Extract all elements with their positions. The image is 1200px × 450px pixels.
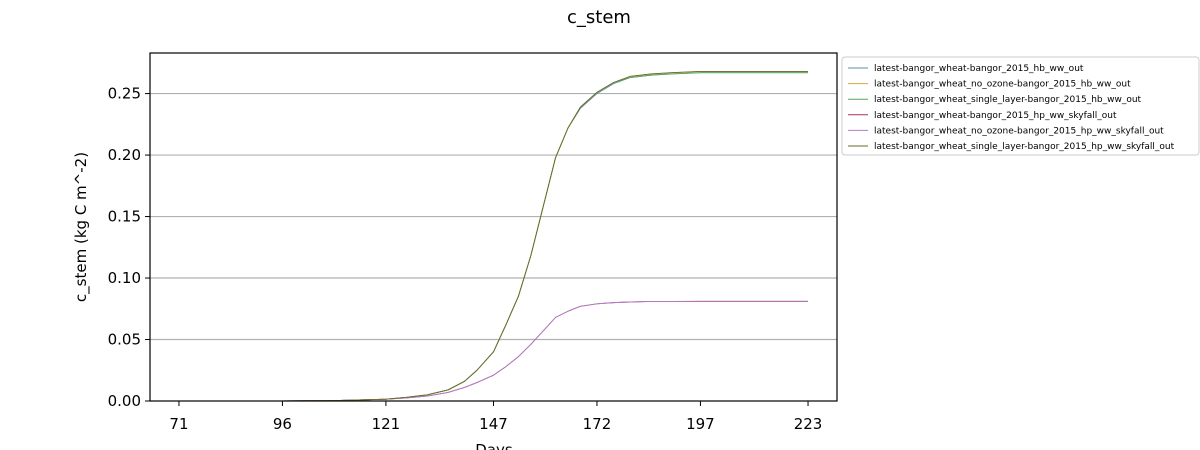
x-axis: 71 96 121 147 172 197 223 [169, 401, 822, 433]
legend-label-2: latest-bangor_wheat_single_layer-bangor_… [874, 95, 1142, 105]
legend-label-0: latest-bangor_wheat-bangor_2015_hb_ww_ou… [874, 64, 1084, 74]
x-tick-label-6: 223 [794, 415, 823, 433]
y-tick-label-0: 0.00 [108, 392, 141, 410]
legend-label-4: latest-bangor_wheat_no_ozone-bangor_2015… [874, 126, 1164, 136]
gridlines [150, 92, 837, 341]
series-line-5 [178, 70, 809, 402]
legend-label-5: latest-bangor_wheat_single_layer-bangor_… [874, 142, 1175, 152]
y-tick-label-2: 0.10 [108, 269, 141, 287]
series-layer [178, 70, 809, 402]
y-axis: 0.00 0.05 0.10 0.15 0.20 0.25 [108, 85, 150, 410]
legend-label-1: latest-bangor_wheat_no_ozone-bangor_2015… [874, 80, 1131, 90]
legend-label-3: latest-bangor_wheat-bangor_2015_hp_ww_sk… [874, 111, 1117, 121]
x-tick-label-3: 147 [479, 415, 508, 433]
x-tick-label-5: 197 [686, 415, 715, 433]
legend-box [841, 56, 1200, 156]
y-axis-label: c_stem (kg C m^-2) [72, 152, 91, 302]
x-tick-label-1: 96 [273, 415, 292, 433]
x-tick-label-4: 172 [583, 415, 612, 433]
x-tick-label-2: 121 [372, 415, 401, 433]
y-tick-label-4: 0.20 [108, 146, 141, 164]
y-tick-label-1: 0.05 [108, 331, 141, 349]
x-axis-label: Days [475, 441, 513, 450]
chart-title: c_stem [567, 7, 631, 28]
series-line-4 [178, 300, 809, 402]
plot-frame [149, 52, 838, 402]
y-tick-label-3: 0.15 [108, 208, 141, 226]
legend: latest-bangor_wheat-bangor_2015_hb_ww_ou… [841, 56, 1200, 156]
x-tick-label-0: 71 [169, 415, 188, 433]
y-tick-label-5: 0.25 [108, 85, 141, 103]
